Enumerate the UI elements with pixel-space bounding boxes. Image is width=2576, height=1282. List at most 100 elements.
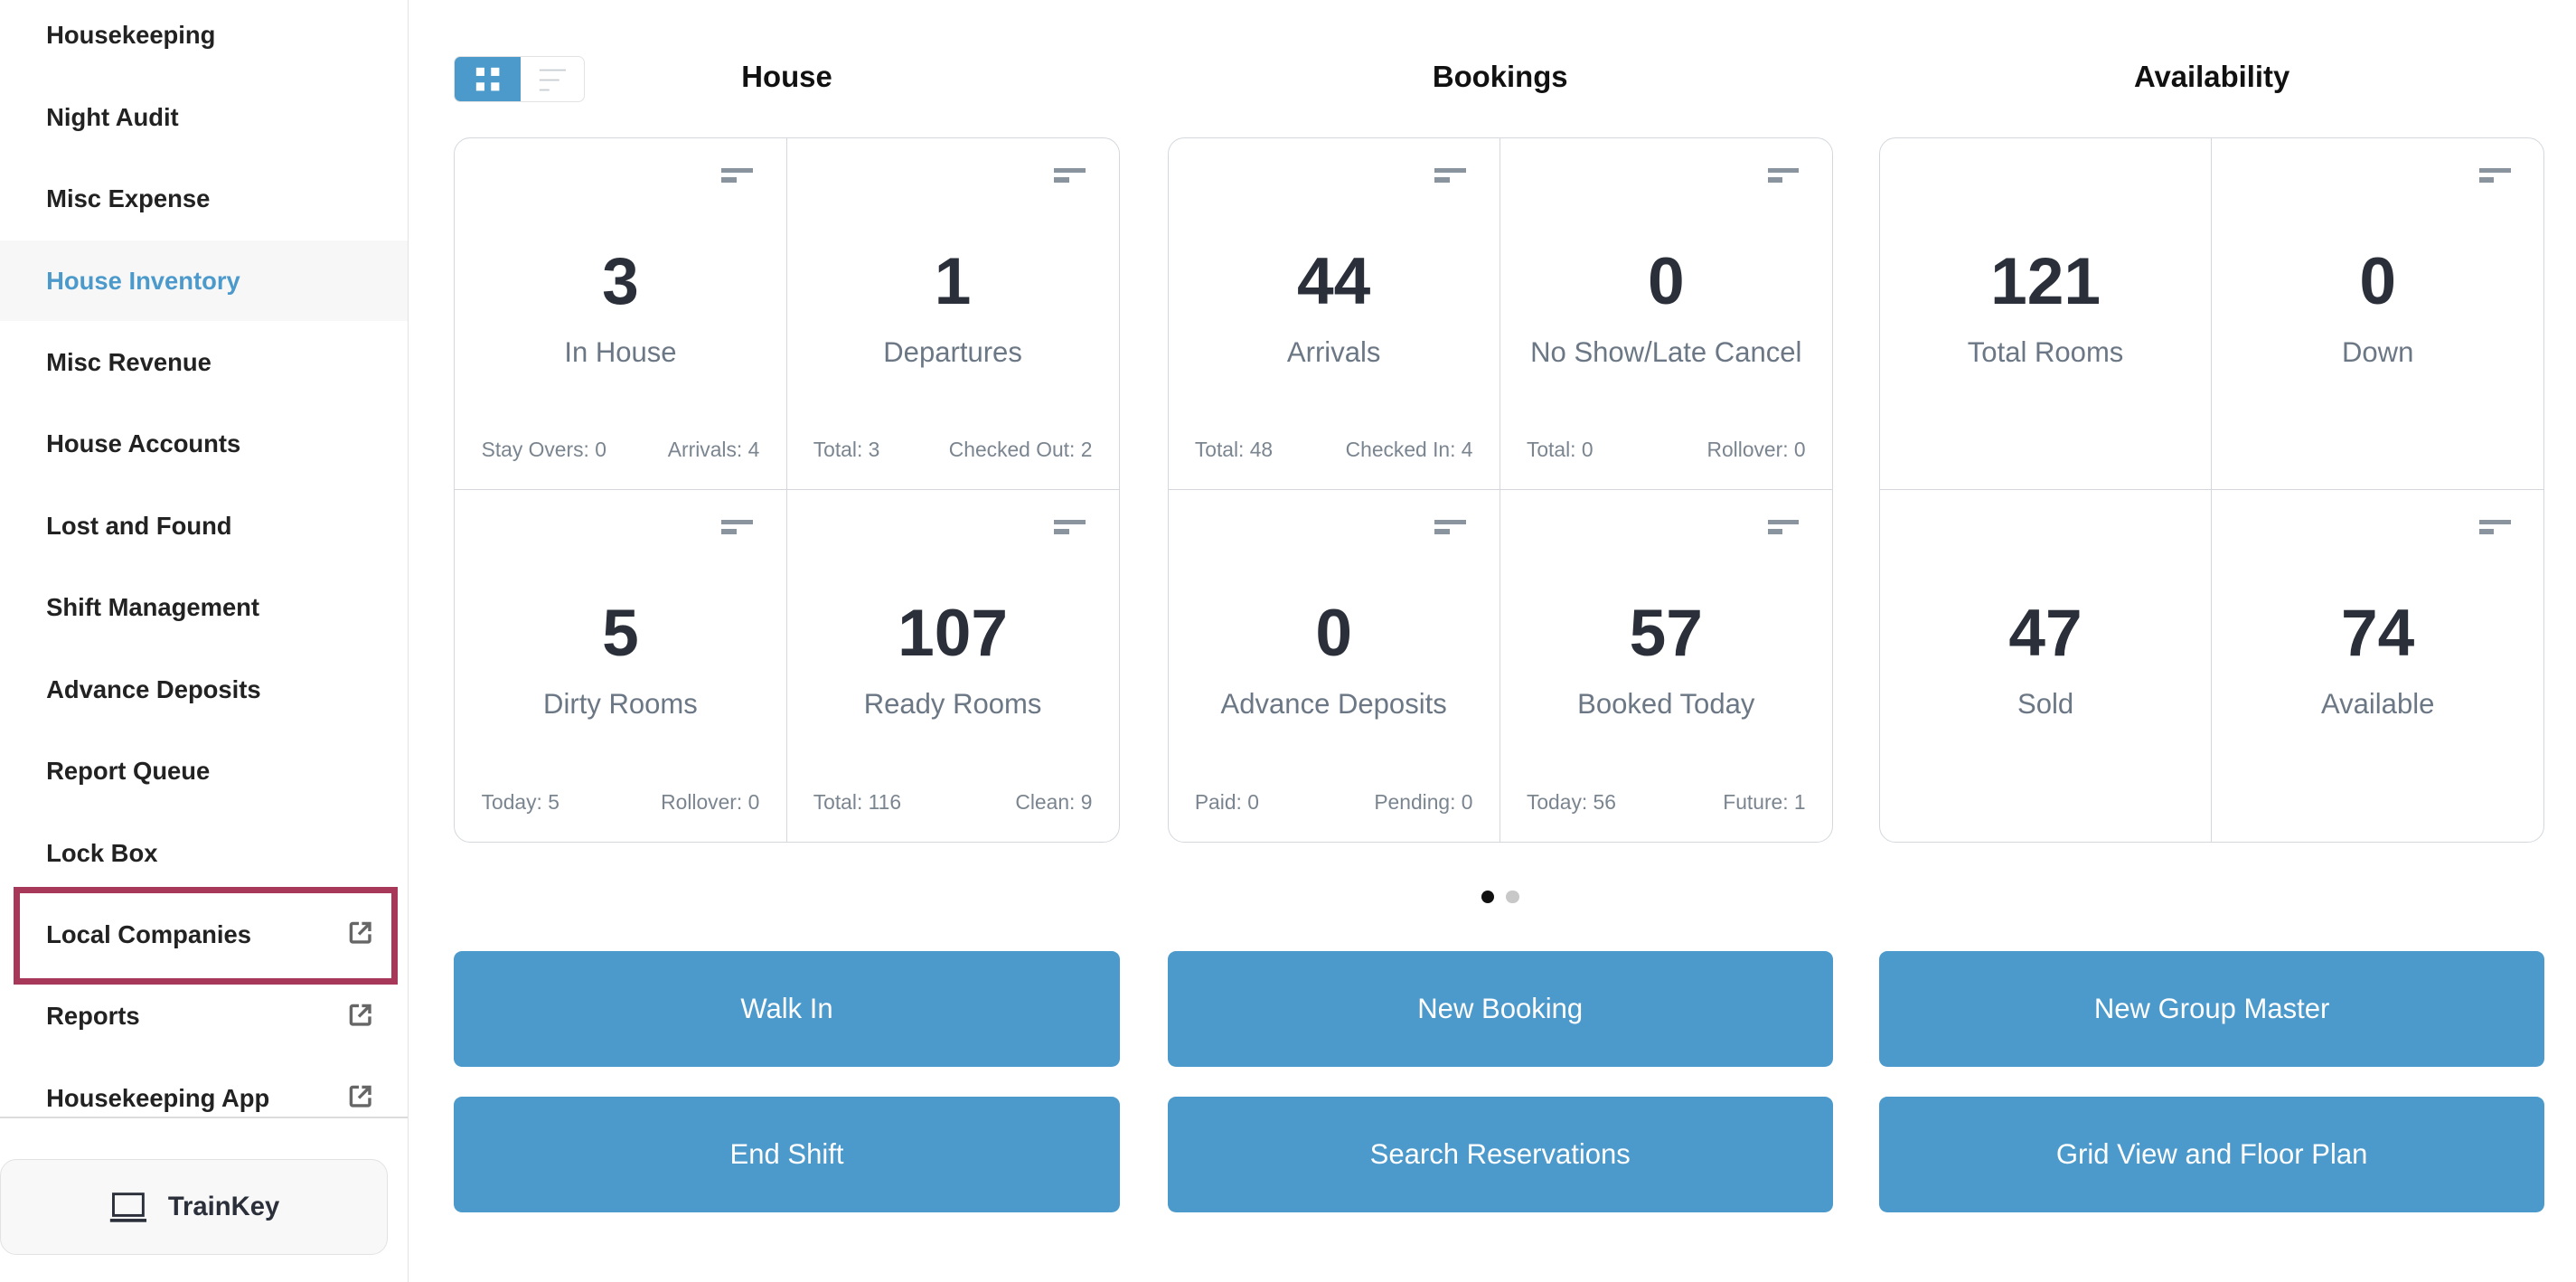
sidebar-item-house-inventory[interactable]: House Inventory [0, 240, 409, 322]
sidebar-item-shift-management[interactable]: Shift Management [0, 568, 408, 649]
sidebar-item-label: Lock Box [46, 838, 158, 867]
pager-dot[interactable] [1506, 890, 1519, 904]
sidebar-item-label: Lost and Found [46, 511, 232, 540]
stat-label: Down [2341, 335, 2414, 368]
stat-label: Departures [883, 335, 1022, 368]
new-group-master-button[interactable]: New Group Master [1879, 951, 2545, 1068]
list-view-button[interactable] [521, 57, 583, 101]
stat-label: In House [564, 335, 677, 368]
bookings-card: 44 Arrivals Total: 48 Checked In: 4 0 No Show… [1167, 137, 1833, 843]
section-title-house: House [741, 59, 832, 93]
stat-label: Arrivals [1286, 335, 1381, 368]
stat-detail-left: Total: 3 [813, 438, 880, 462]
sidebar-item-night-audit[interactable]: Night Audit [0, 77, 408, 158]
sidebar-item-lost-and-found[interactable]: Lost and Found [0, 485, 408, 567]
sidebar-item-label: Housekeeping [46, 21, 216, 50]
new-booking-button[interactable]: New Booking [1167, 951, 1833, 1068]
stat-tile-advance-deposits[interactable]: 0 Advance Deposits Paid: 0 Pending: 0 [1169, 489, 1500, 842]
menu-icon[interactable] [2479, 167, 2511, 188]
stat-detail-left: Total: 48 [1194, 438, 1274, 462]
stat-detail-right: Rollover: 0 [661, 790, 760, 815]
stat-detail-right: Arrivals: 4 [667, 438, 760, 462]
sidebar-item-report-queue[interactable]: Report Queue [0, 731, 408, 812]
stat-tile-dirty-rooms[interactable]: 5 Dirty Rooms Today: 5 Rollover: 0 [455, 489, 787, 842]
stat-detail-right: Checked In: 4 [1345, 438, 1473, 462]
menu-icon[interactable] [2479, 519, 2511, 540]
stat-tile-total-rooms[interactable]: 121 Total Rooms [1880, 137, 2213, 490]
sidebar-item-advance-deposits[interactable]: Advance Deposits [0, 649, 408, 731]
stat-detail-left: Paid: 0 [1194, 790, 1259, 815]
sidebar-item-label: Report Queue [46, 757, 211, 786]
sidebar-item-misc-revenue[interactable]: Misc Revenue [0, 322, 408, 403]
stat-tile-no-show-late-cancel[interactable]: 0 No Show/Late Cancel Total: 0 Rollover: 0 [1500, 138, 1832, 490]
menu-icon[interactable] [1054, 167, 1086, 188]
menu-icon[interactable] [1434, 167, 1467, 188]
sidebar-item-house-accounts[interactable]: House Accounts [0, 404, 408, 485]
sidebar-item-label: Night Audit [46, 102, 179, 131]
stat-tile-in-house[interactable]: 3 In House Stay Overs: 0 Arrivals: 4 [455, 137, 787, 490]
sidebar-item-label: Misc Expense [46, 184, 211, 213]
stat-detail-left: Total: 116 [813, 790, 902, 815]
grid-view-and-floor-plan-button[interactable]: Grid View and Floor Plan [1879, 1097, 2545, 1212]
sidebar-item-reports[interactable]: Reports [0, 976, 408, 1058]
menu-icon[interactable] [1054, 519, 1086, 540]
stat-tile-departures[interactable]: 1 Departures Total: 3 Checked Out: 2 [786, 138, 1119, 490]
stat-value: 1 [934, 244, 972, 318]
menu-icon[interactable] [721, 519, 753, 540]
stat-tile-ready-rooms[interactable]: 107 Ready Rooms Total: 116 Clean: 9 [787, 490, 1119, 842]
external-link-icon [348, 920, 372, 945]
house-card: 3 In House Stay Overs: 0 Arrivals: 4 1 Depart… [454, 137, 1120, 843]
menu-icon[interactable] [721, 167, 753, 188]
sidebar-item-local-companies[interactable]: Local Companies [0, 894, 408, 976]
sidebar-item-label: Local Companies [46, 920, 251, 949]
stat-label: Total Rooms [1967, 335, 2124, 368]
walk-in-button[interactable]: Walk In [454, 951, 1120, 1068]
stat-value: 0 [1647, 244, 1685, 318]
stat-value: 3 [602, 244, 639, 318]
stat-label: Advance Deposits [1220, 687, 1447, 720]
stat-value: 47 [2008, 596, 2082, 670]
pager-dot[interactable] [1481, 890, 1495, 904]
pager-dots [1481, 890, 1519, 904]
external-link-icon [348, 1003, 372, 1026]
stat-detail-left: Today: 56 [1526, 790, 1616, 815]
stat-tile-available[interactable]: 74 Available [2212, 490, 2543, 842]
stat-label: Booked Today [1577, 687, 1755, 720]
stat-tile-booked-today[interactable]: 57 Booked Today Today: 56 Future: 1 [1500, 490, 1832, 842]
trainkey-button[interactable]: TrainKey [0, 1159, 389, 1256]
sidebar-divider [0, 1116, 409, 1118]
sidebar-item-lock-box[interactable]: Lock Box [0, 813, 408, 894]
highlight-box [13, 887, 399, 985]
search-reservations-button[interactable]: Search Reservations [1167, 1097, 1833, 1212]
sidebar-item-label: Misc Revenue [46, 347, 212, 376]
menu-icon[interactable] [1767, 167, 1800, 188]
stat-detail-right: Future: 1 [1723, 790, 1806, 815]
section-title-availability: Availability [2133, 59, 2290, 93]
sidebar-item-label: Reports [46, 1002, 140, 1031]
external-link-icon [348, 1084, 372, 1108]
stat-label: Sold [2017, 687, 2074, 720]
view-toggle [454, 56, 585, 103]
stat-detail-right: Rollover: 0 [1706, 438, 1806, 462]
sidebar-item-housekeeping[interactable]: Housekeeping [0, 0, 408, 76]
sidebar-item-misc-expense[interactable]: Misc Expense [0, 158, 408, 240]
sidebar-item-housekeeping-app[interactable]: Housekeeping App [0, 1058, 408, 1139]
menu-icon[interactable] [1434, 519, 1467, 540]
stat-label: Available [2320, 687, 2435, 720]
stat-tile-down[interactable]: 0 Down [2212, 138, 2544, 490]
stat-label: No Show/Late Cancel [1530, 335, 1802, 368]
stat-detail-right: Checked Out: 2 [948, 438, 1093, 462]
stat-label: Dirty Rooms [543, 687, 698, 720]
stat-tile-arrivals[interactable]: 44 Arrivals Total: 48 Checked In: 4 [1168, 137, 1500, 490]
menu-icon[interactable] [1767, 519, 1800, 540]
grid-view-button[interactable] [455, 57, 522, 102]
sidebar-item-label: House Accounts [46, 429, 241, 458]
stat-detail-right: Pending: 0 [1374, 790, 1473, 815]
end-shift-button[interactable]: End Shift [454, 1097, 1120, 1212]
stat-detail-left: Stay Overs: 0 [481, 438, 606, 462]
trainkey-label: TrainKey [167, 1192, 280, 1221]
stat-value: 57 [1629, 596, 1703, 670]
stat-tile-sold[interactable]: 47 Sold [1880, 489, 2213, 842]
sidebar-item-label: Shift Management [46, 593, 260, 622]
